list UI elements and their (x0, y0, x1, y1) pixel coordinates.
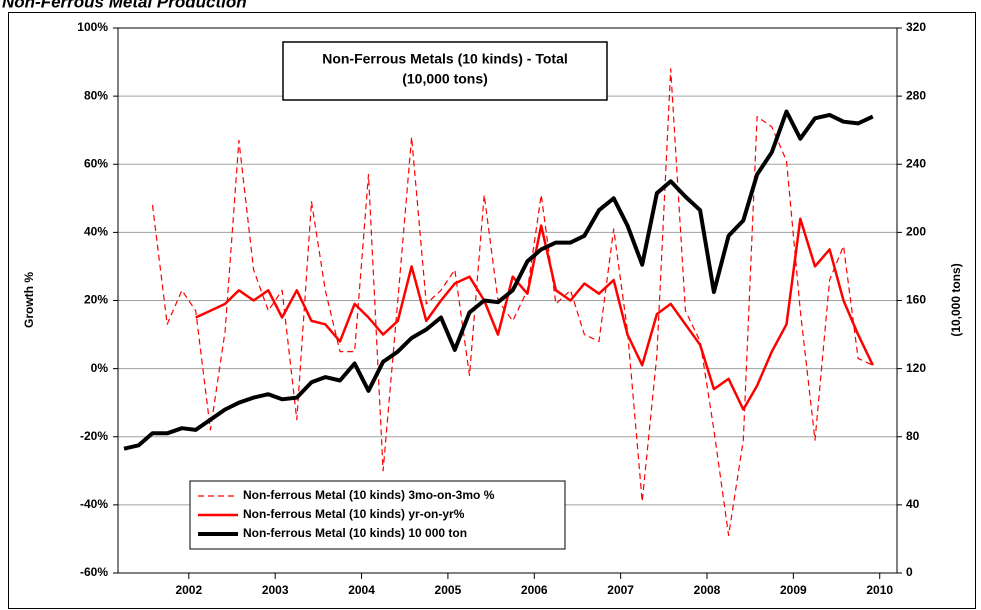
x-tick-label: 2007 (607, 583, 634, 597)
y-tick-label: -40% (80, 497, 108, 511)
y-tick-label: -20% (80, 429, 108, 443)
y2-axis-label: (10,000 tons) (949, 263, 963, 336)
y2-tick-label: 0 (906, 565, 913, 579)
y2-tick-label: 200 (906, 225, 926, 239)
x-tick-label: 2004 (348, 583, 375, 597)
legend-label: Non-ferrous Metal (10 kinds) 10 000 ton (243, 526, 467, 540)
y-tick-label: 100% (77, 20, 108, 34)
series-line (151, 68, 874, 537)
y-tick-label: 40% (84, 225, 108, 239)
y-tick-label: 20% (84, 293, 108, 307)
x-tick-label: 2002 (175, 583, 202, 597)
series-line (123, 109, 874, 451)
x-tick-label: 2008 (694, 583, 721, 597)
x-tick-label: 2005 (435, 583, 462, 597)
x-tick-label: 2003 (262, 583, 289, 597)
annotation-box (282, 41, 608, 101)
annotation: Non-Ferrous Metals (10 kinds) - Total (322, 51, 568, 67)
y-tick-label: 80% (84, 88, 108, 102)
y-tick-label: -60% (80, 565, 108, 579)
y-tick-label: 60% (84, 156, 108, 170)
y2-tick-label: 120 (906, 361, 926, 375)
chart-title: Non-Ferrous Metal Production (2, 0, 247, 11)
y2-tick-label: 80 (906, 429, 920, 443)
plot-area (117, 27, 898, 574)
x-tick-label: 2010 (866, 583, 893, 597)
chart-border (8, 12, 976, 609)
y-tick-label: 0% (91, 361, 109, 375)
legend-label: Non-ferrous Metal (10 kinds) 3mo-on-3mo … (243, 488, 495, 502)
y-axis-label: Growth % (22, 272, 36, 328)
series-line (195, 217, 874, 411)
legend-box (189, 480, 566, 550)
y2-tick-label: 160 (906, 293, 926, 307)
annotation: (10,000 tons) (402, 71, 488, 87)
y2-tick-label: 280 (906, 88, 926, 102)
x-tick-label: 2009 (780, 583, 807, 597)
x-tick-label: 2006 (521, 583, 548, 597)
legend-label: Non-ferrous Metal (10 kinds) yr-on-yr% (243, 507, 465, 521)
y2-tick-label: 320 (906, 20, 926, 34)
y2-tick-label: 240 (906, 156, 926, 170)
y2-tick-label: 40 (906, 497, 920, 511)
